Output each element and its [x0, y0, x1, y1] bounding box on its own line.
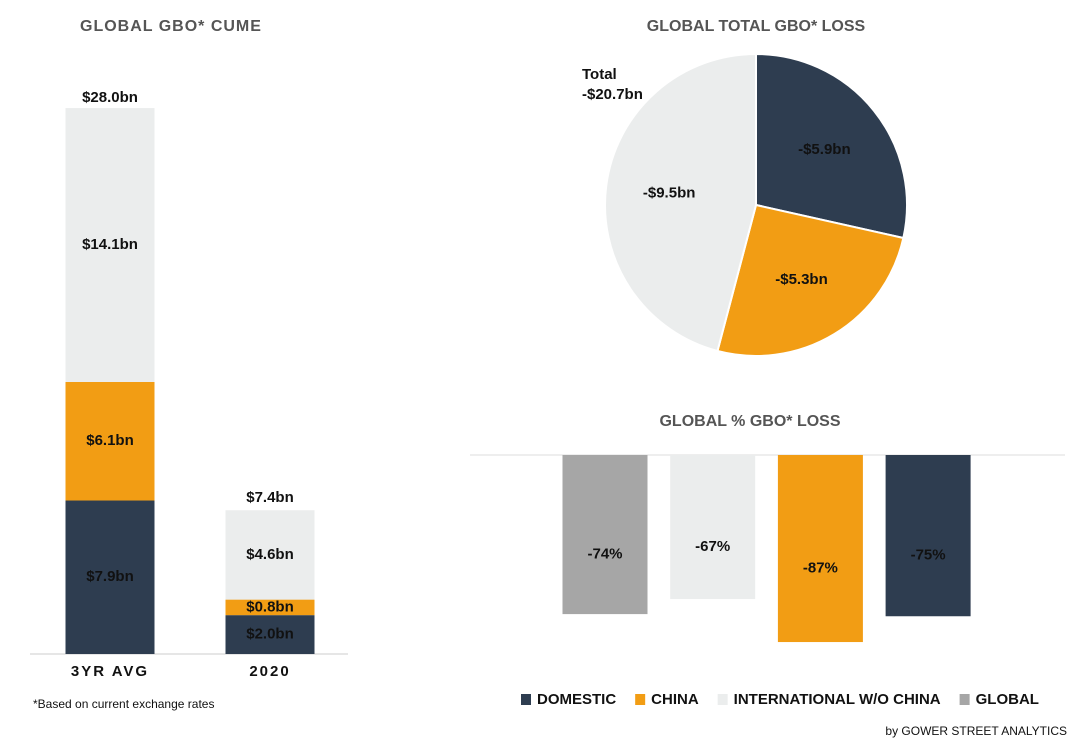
value-label: $2.0bn	[246, 626, 294, 643]
value-label: $4.6bn	[246, 546, 294, 563]
legend-swatch	[635, 694, 646, 705]
value-label: -74%	[587, 546, 622, 563]
credit: by GOWER STREET ANALYTICS	[885, 724, 1067, 738]
bar	[670, 455, 756, 600]
bar	[885, 455, 971, 617]
value-label: -87%	[803, 559, 838, 576]
legend-label: GLOBAL	[976, 691, 1039, 708]
value-label: -$5.3bn	[775, 271, 828, 288]
chart-title: GLOBAL % GBO* LOSS	[659, 413, 840, 430]
bar	[777, 455, 863, 643]
x-tick-label: 2020	[249, 663, 290, 680]
value-label: $7.9bn	[86, 568, 134, 585]
legend-label: CHINA	[651, 691, 699, 708]
legend-swatch	[959, 694, 970, 705]
total-label: $28.0bn	[82, 89, 138, 106]
bar-segment	[225, 599, 315, 616]
value-label: -$9.5bn	[643, 185, 696, 202]
value-label: -$5.9bn	[798, 141, 851, 158]
bar-segment	[65, 500, 155, 654]
chart-title: GLOBAL TOTAL GBO* LOSS	[647, 18, 866, 35]
bar-segment	[65, 382, 155, 501]
bar	[562, 455, 648, 615]
pie-slice	[604, 52, 757, 353]
value-label: $0.8bn	[246, 598, 294, 615]
value-label: -75%	[911, 547, 946, 564]
value-label: $14.1bn	[82, 236, 138, 253]
pie-slice	[755, 52, 908, 240]
legend-swatch	[717, 694, 728, 705]
legend-swatch	[521, 694, 531, 705]
total-value: -$20.7bn	[582, 86, 643, 103]
chart-title: GLOBAL GBO* CUME	[80, 18, 262, 35]
pie-slice	[716, 203, 905, 357]
bar-segment	[225, 510, 315, 600]
x-tick-label: 3YR AVG	[71, 663, 149, 680]
bar-segment	[65, 108, 155, 383]
value-label: -67%	[695, 538, 730, 555]
legend-label: DOMESTIC	[537, 691, 616, 708]
total-label: Total	[582, 66, 617, 83]
legend-label: INTERNATIONAL W/O CHINA	[734, 691, 941, 708]
value-label: $6.1bn	[86, 432, 134, 449]
bar-segment	[225, 615, 315, 654]
footnote: *Based on current exchange rates	[33, 697, 214, 711]
total-label: $7.4bn	[246, 489, 294, 506]
